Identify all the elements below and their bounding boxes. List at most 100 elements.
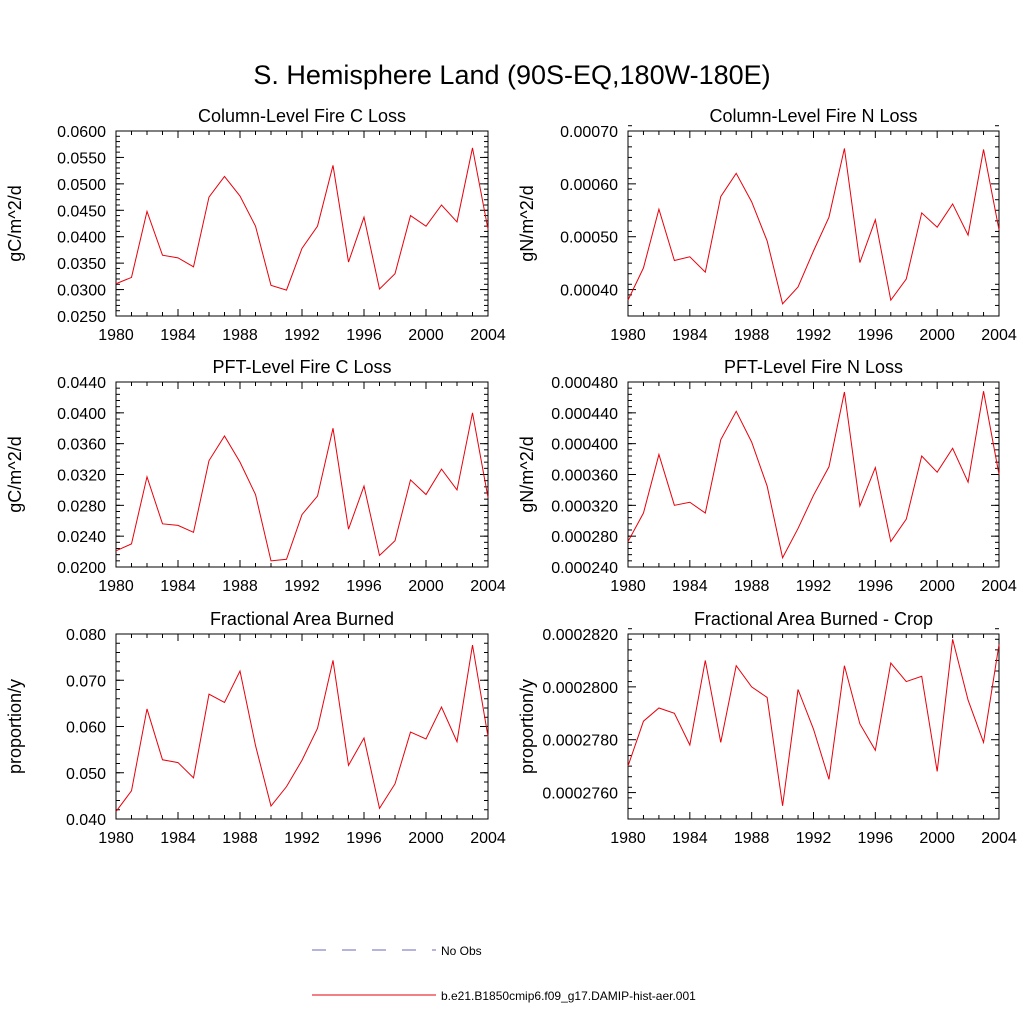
plot-frame <box>627 381 1000 568</box>
x-tick-label: 2000 <box>408 578 444 595</box>
x-tick-label: 1984 <box>672 830 708 847</box>
y-tick-label: 0.0360 <box>57 437 106 454</box>
y-tick-label: 0.0250 <box>57 309 106 326</box>
chart-panel-5: Fractional Area Burned proportion/y 1980 19… <box>5 609 506 847</box>
y-tick-label: 0.0400 <box>57 406 106 423</box>
x-tick-label: 1984 <box>160 830 196 847</box>
x-tick-label: 1980 <box>98 830 134 847</box>
y-tick-label: 0.0002760 <box>542 786 618 803</box>
x-tick-label: 1992 <box>796 327 832 344</box>
legend-label-model: b.e21.B1850cmip6.f09_g17.DAMIP-hist-aer.… <box>441 989 696 1003</box>
y-tick-label: 0.00070 <box>560 124 618 141</box>
y-tick-label: 0.000400 <box>551 437 618 454</box>
y-tick-label: 0.0002820 <box>542 627 618 644</box>
y-tick-label: 0.040 <box>66 812 106 829</box>
chart-panel-2: Column-Level Fire N Loss gN/m^2/d 1980 1984… <box>517 106 1017 344</box>
x-tick-label: 1988 <box>222 327 258 344</box>
x-tick-label: 2000 <box>919 578 955 595</box>
y-tick-label: 0.0350 <box>57 256 106 273</box>
x-tick-label: 2004 <box>470 578 506 595</box>
y-tick-label: 0.0600 <box>57 124 106 141</box>
x-tick-label: 1980 <box>610 830 646 847</box>
chart-panel-4: PFT-Level Fire N Loss gN/m^2/d 1980 1984 198… <box>517 357 1017 595</box>
x-tick-label: 2004 <box>470 830 506 847</box>
x-tick-label: 1988 <box>222 578 258 595</box>
y-tick-label: 0.0300 <box>57 283 106 300</box>
x-tick-label: 2000 <box>919 327 955 344</box>
legend: No Obs b.e21.B1850cmip6.f09_g17.DAMIP-his… <box>312 944 696 1003</box>
y-tick-label: 0.050 <box>66 766 106 783</box>
y-tick-label: 0.080 <box>66 627 106 644</box>
x-tick-label: 1992 <box>796 830 832 847</box>
x-tick-label: 2000 <box>408 327 444 344</box>
x-tick-label: 1996 <box>858 327 894 344</box>
x-tick-label: 1992 <box>796 578 832 595</box>
y-tick-label: 0.0400 <box>57 230 106 247</box>
x-tick-label: 1980 <box>98 578 134 595</box>
x-tick-label: 1980 <box>610 578 646 595</box>
y-tick-label: 0.000440 <box>551 406 618 423</box>
plot-frame <box>627 633 1000 820</box>
series-line <box>627 391 1000 560</box>
chart-title: PFT-Level Fire C Loss <box>212 357 391 377</box>
y-tick-label: 0.0280 <box>57 498 106 515</box>
chart-title: Fractional Area Burned <box>210 609 394 629</box>
y-tick-label: 0.00040 <box>560 283 618 300</box>
x-tick-label: 1988 <box>222 830 258 847</box>
x-tick-label: 2004 <box>470 327 506 344</box>
y-tick-label: 0.0240 <box>57 529 106 546</box>
x-tick-label: 2004 <box>981 830 1017 847</box>
panels: Column-Level Fire C Loss gC/m^2/d 1980 1984… <box>5 106 1017 847</box>
y-tick-label: 0.0450 <box>57 203 106 220</box>
y-axis-label: gC/m^2/d <box>5 185 25 261</box>
x-tick-label: 1980 <box>98 327 134 344</box>
x-tick-label: 2004 <box>981 578 1017 595</box>
plot-frame <box>627 130 1000 317</box>
y-tick-label: 0.00050 <box>560 230 618 247</box>
series-line <box>115 147 489 291</box>
x-tick-label: 1996 <box>346 327 382 344</box>
y-tick-label: 0.000320 <box>551 498 618 515</box>
x-tick-label: 1984 <box>672 578 708 595</box>
chart-title: Column-Level Fire C Loss <box>198 106 406 126</box>
y-tick-label: 0.000360 <box>551 468 618 485</box>
x-tick-label: 2000 <box>408 830 444 847</box>
y-axis-label: gC/m^2/d <box>5 436 25 512</box>
chart-panel-6: Fractional Area Burned - Crop proportion/… <box>517 609 1017 847</box>
x-tick-label: 2000 <box>919 830 955 847</box>
y-tick-label: 0.0002800 <box>542 680 618 697</box>
y-tick-label: 0.0200 <box>57 560 106 577</box>
x-tick-label: 1992 <box>284 830 320 847</box>
chart-panel-3: PFT-Level Fire C Loss gC/m^2/d 1980 1984 198… <box>5 357 506 595</box>
y-tick-label: 0.000280 <box>551 529 618 546</box>
x-tick-label: 1996 <box>858 578 894 595</box>
series-line <box>115 412 489 562</box>
x-tick-label: 1984 <box>672 327 708 344</box>
y-tick-label: 0.0002780 <box>542 733 618 750</box>
x-tick-label: 1996 <box>346 830 382 847</box>
series-line <box>627 148 1000 305</box>
y-tick-label: 0.0550 <box>57 150 106 167</box>
plot-frame <box>115 381 489 568</box>
y-tick-label: 0.00060 <box>560 177 618 194</box>
page-title: S. Hemisphere Land (90S-EQ,180W-180E) <box>253 60 770 90</box>
y-tick-label: 0.0500 <box>57 177 106 194</box>
x-tick-label: 1988 <box>734 578 770 595</box>
x-tick-label: 1988 <box>734 830 770 847</box>
y-tick-label: 0.060 <box>66 720 106 737</box>
y-tick-label: 0.0440 <box>57 375 106 392</box>
x-tick-label: 1992 <box>284 327 320 344</box>
chart-panel-1: Column-Level Fire C Loss gC/m^2/d 1980 1984… <box>5 106 506 344</box>
y-tick-label: 0.000480 <box>551 375 618 392</box>
y-tick-label: 0.070 <box>66 673 106 690</box>
y-axis-label: proportion/y <box>517 679 537 774</box>
x-tick-label: 1988 <box>734 327 770 344</box>
x-tick-label: 1992 <box>284 578 320 595</box>
x-tick-label: 1996 <box>346 578 382 595</box>
series-line <box>627 639 1000 806</box>
x-tick-label: 1980 <box>610 327 646 344</box>
y-axis-label: gN/m^2/d <box>517 185 537 261</box>
y-tick-label: 0.000240 <box>551 560 618 577</box>
chart-title: Fractional Area Burned - Crop <box>694 609 933 629</box>
